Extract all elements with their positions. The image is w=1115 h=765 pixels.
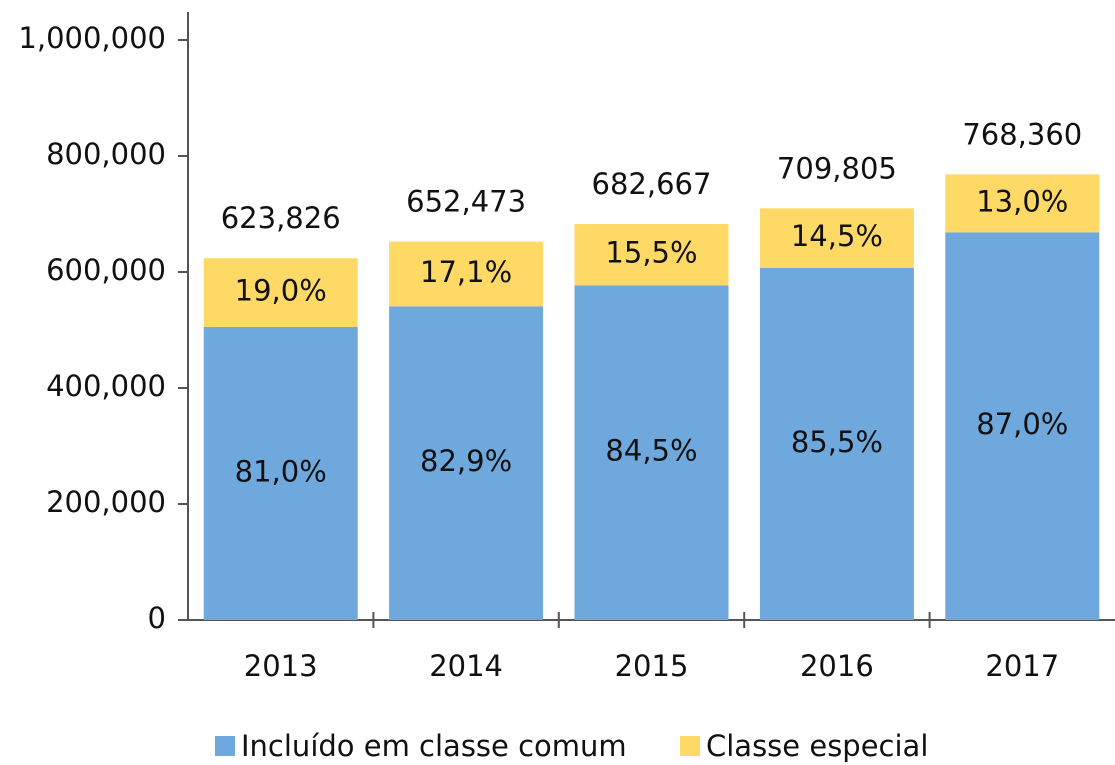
y-tick-label: 600,000: [46, 253, 166, 287]
bar-segment: [389, 241, 544, 307]
bar-segment: [759, 208, 914, 269]
total-label: 768,360: [962, 117, 1082, 151]
y-tick-label: 800,000: [46, 137, 166, 171]
y-tick-label: 1,000,000: [18, 21, 166, 55]
segment-label: 85,5%: [791, 425, 883, 459]
x-tick-label: 2017: [985, 649, 1059, 683]
y-tick-label: 0: [148, 601, 166, 635]
total-label: 652,473: [406, 185, 526, 219]
segment-label: 17,1%: [420, 255, 512, 289]
bar-segment: [945, 232, 1100, 621]
segment-label: 13,0%: [976, 184, 1068, 218]
bar-segment: [945, 174, 1100, 233]
x-tick-label: 2014: [429, 649, 503, 683]
segment-label: 15,5%: [605, 236, 697, 270]
total-label: 623,826: [221, 201, 341, 235]
total-label: 682,667: [592, 167, 712, 201]
segment-label: 81,0%: [235, 454, 327, 488]
x-tick-label: 2013: [244, 649, 318, 683]
bar-segment: [574, 285, 729, 620]
segment-label: 19,0%: [235, 274, 327, 308]
bar-segment: [203, 326, 358, 620]
x-tick-label: 2016: [800, 649, 874, 683]
legend-label: Classe especial: [706, 729, 928, 763]
legend-label: Incluído em classe comum: [241, 729, 627, 763]
y-tick-label: 400,000: [46, 369, 166, 403]
bar-segment: [389, 306, 544, 620]
segment-label: 87,0%: [976, 407, 1068, 441]
y-tick-label: 200,000: [46, 485, 166, 519]
bar-segment: [574, 224, 729, 286]
segment-label: 82,9%: [420, 444, 512, 478]
total-label: 709,805: [777, 151, 897, 185]
legend-swatch: [215, 736, 235, 756]
x-tick-label: 2015: [615, 649, 689, 683]
segment-label: 14,5%: [791, 219, 883, 253]
legend-swatch: [680, 736, 700, 756]
segment-label: 84,5%: [605, 434, 697, 468]
bar-segment: [759, 268, 914, 620]
bar-segment: [203, 258, 358, 327]
